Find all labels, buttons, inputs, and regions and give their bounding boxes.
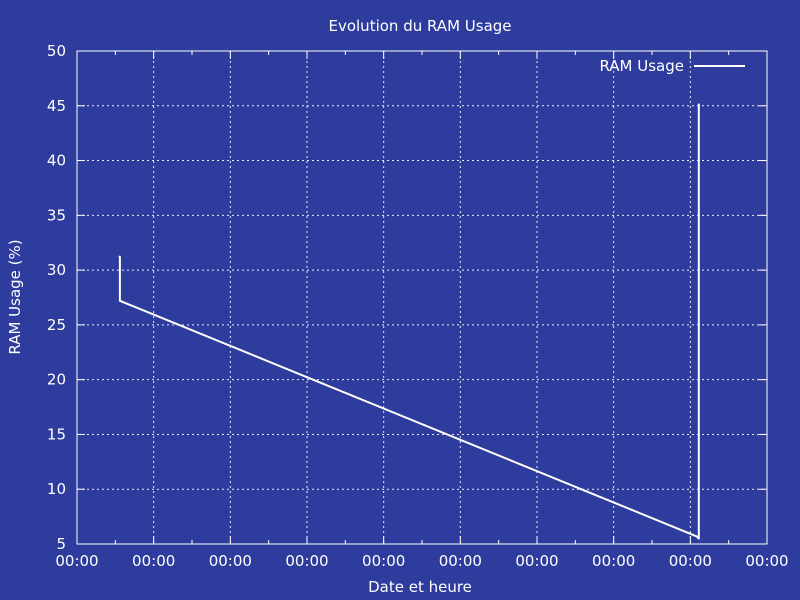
- chart-title: Evolution du RAM Usage: [328, 17, 511, 35]
- x-tick-label: 00:00: [745, 552, 788, 570]
- x-tick-label: 00:00: [592, 552, 635, 570]
- y-tick-label: 35: [47, 206, 66, 224]
- y-tick-label: 20: [47, 371, 66, 389]
- y-tick-labels: 5 10 15 20 25 30 35 40 45 50: [47, 42, 66, 553]
- y-tick-label: 30: [47, 261, 66, 279]
- x-tick-label: 00:00: [132, 552, 175, 570]
- y-tick-label: 15: [47, 425, 66, 443]
- x-tick-label: 00:00: [362, 552, 405, 570]
- y-tick-label: 5: [56, 535, 66, 553]
- x-tick-label: 00:00: [209, 552, 252, 570]
- legend-label: RAM Usage: [599, 57, 684, 75]
- x-tick-label: 00:00: [439, 552, 482, 570]
- y-tick-label: 25: [47, 316, 66, 334]
- x-tick-label: 00:00: [55, 552, 98, 570]
- x-tick-label: 00:00: [669, 552, 712, 570]
- x-tick-label: 00:00: [285, 552, 328, 570]
- grid: [77, 51, 767, 544]
- series-layer: [118, 103, 700, 540]
- x-tick-label: 00:00: [515, 552, 558, 570]
- legend: RAM Usage: [599, 57, 745, 75]
- x-axis-label: Date et heure: [368, 578, 472, 596]
- y-tick-label: 40: [47, 152, 66, 170]
- y-axis-label: RAM Usage (%): [6, 239, 24, 354]
- y-tick-label: 10: [47, 480, 66, 498]
- x-tick-labels: 00:00 00:00 00:00 00:00 00:00 00:00 00:00 00:00…: [55, 552, 788, 570]
- y-tick-label: 45: [47, 97, 66, 115]
- series-line-ram-usage: [118, 103, 700, 540]
- ticks: [76, 50, 768, 545]
- y-tick-label: 50: [47, 42, 66, 60]
